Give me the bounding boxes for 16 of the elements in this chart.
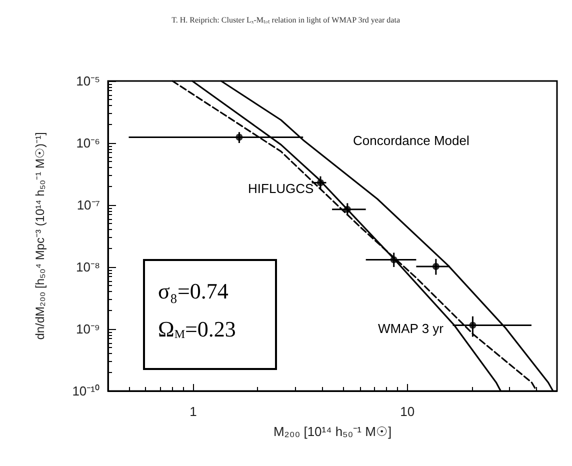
y-tick-label: 10⁻⁸ [76, 260, 100, 274]
chart-title: T. H. Reiprich: Cluster Lₓ-Mₜₒₜ relation in light of WMAP 3rd year data [172, 16, 400, 24]
annotation: σ₈=0.74 [158, 278, 228, 304]
x-axis-title: M₂₀₀ [10¹⁴ h₅₀⁻¹ M☉] [273, 424, 392, 439]
annotation: ΩM=0.23 [158, 316, 236, 342]
series-label: HIFLUGCS [248, 181, 314, 196]
series-label: Concordance Model [353, 133, 470, 148]
y-tick-label: 10⁻⁹ [76, 322, 100, 336]
x-tick-label: 1 [190, 404, 197, 419]
x-tick-label: 10 [400, 404, 415, 419]
y-tick-label: 10⁻⁷ [76, 198, 100, 212]
series-label: WMAP 3 yr [378, 321, 444, 336]
y-tick-label: 10⁻⁵ [76, 74, 100, 88]
y-axis-title: dn/dM₂₀₀ [h₅₀⁴ Mpc⁻³ (10¹⁴ h₅₀⁻¹ M☉)⁻¹] [33, 132, 47, 340]
y-tick-label: 10⁻¹⁰ [72, 384, 100, 398]
y-tick-label: 10⁻⁶ [76, 136, 100, 150]
